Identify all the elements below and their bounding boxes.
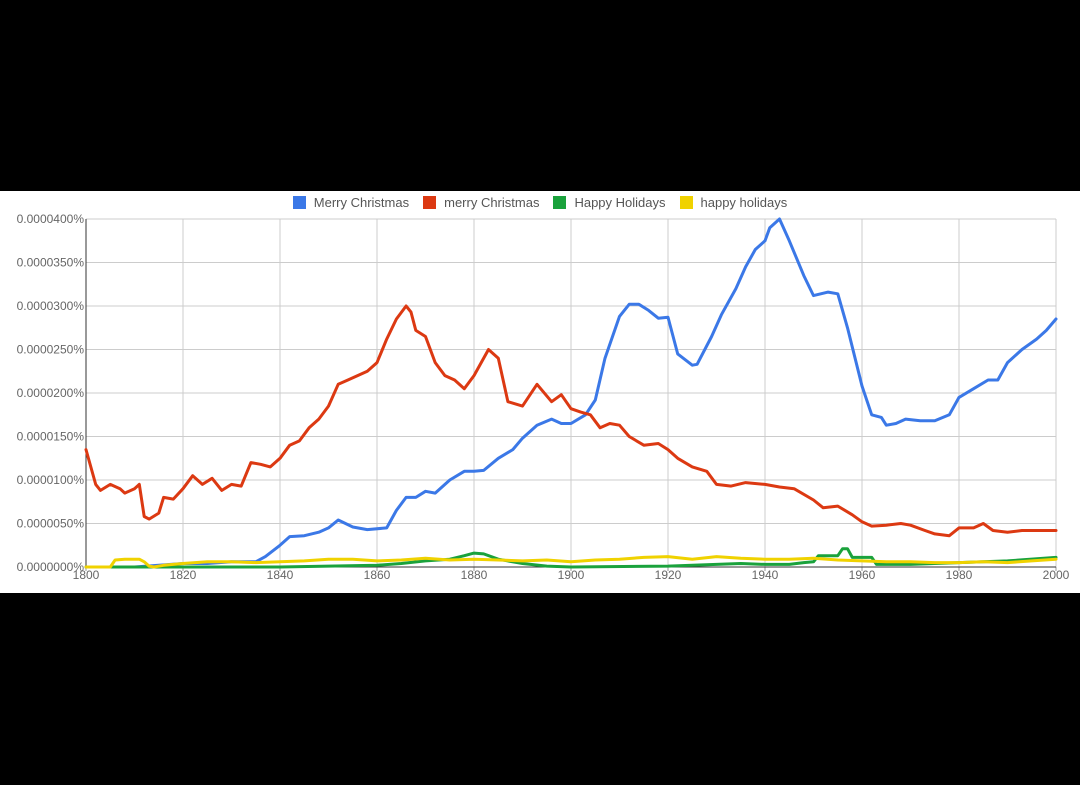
- legend-item-merry-christmas-capital[interactable]: Merry Christmas: [292, 195, 410, 210]
- y-tick-label: 0.0000400%: [17, 212, 85, 226]
- legend-label-merry-christmas-lower: merry Christmas: [444, 195, 540, 210]
- series-lines: [84, 217, 1058, 569]
- chart-legend: Merry Christmas merry Christmas Happy Ho…: [0, 195, 1080, 210]
- grid: [85, 218, 1057, 568]
- chart-panel: Merry Christmas merry Christmas Happy Ho…: [0, 191, 1080, 593]
- y-tick-label: 0.0000100%: [17, 473, 85, 487]
- x-tick-label: 1960: [849, 568, 876, 582]
- legend-swatch-happy-holidays-capital: [553, 196, 567, 209]
- legend-item-happy-holidays-lower[interactable]: happy holidays: [679, 195, 788, 210]
- x-tick-label: 1900: [558, 568, 585, 582]
- x-tick-label: 1800: [73, 568, 100, 582]
- legend-item-merry-christmas-lower[interactable]: merry Christmas: [423, 195, 539, 210]
- legend-item-happy-holidays-capital[interactable]: Happy Holidays: [553, 195, 666, 210]
- x-tick-label: 1980: [946, 568, 973, 582]
- x-tick-label: 1840: [267, 568, 294, 582]
- y-tick-label: 0.0000000%: [17, 560, 85, 574]
- y-tick-label: 0.0000300%: [17, 299, 85, 313]
- legend-label-happy-holidays-capital: Happy Holidays: [574, 195, 666, 210]
- x-tick-label: 1880: [461, 568, 488, 582]
- line-chart: 0.0000000% 0.0000050% 0.0000100% 0.0000150%…: [17, 212, 1070, 582]
- series-line-1: [84, 304, 1058, 538]
- x-tick-label: 1940: [752, 568, 779, 582]
- legend-label-happy-holidays-lower: happy holidays: [700, 195, 788, 210]
- series-line-3: [84, 555, 1058, 569]
- legend-swatch-happy-holidays-lower: [679, 196, 693, 209]
- x-tick-label: 1920: [655, 568, 682, 582]
- series-line-0: [84, 217, 1058, 569]
- legend-swatch-merry-christmas-lower: [423, 196, 437, 209]
- y-tick-label: 0.0000250%: [17, 343, 85, 357]
- y-tick-label: 0.0000350%: [17, 256, 85, 270]
- x-tick-label: 2000: [1043, 568, 1070, 582]
- y-tick-label: 0.0000150%: [17, 430, 85, 444]
- x-tick-label: 1860: [364, 568, 391, 582]
- tick-labels: 0.0000000% 0.0000050% 0.0000100% 0.0000150%…: [17, 212, 1070, 582]
- x-tick-label: 1820: [170, 568, 197, 582]
- y-tick-label: 0.0000050%: [17, 517, 85, 531]
- legend-swatch-merry-christmas-capital: [292, 196, 306, 209]
- legend-label-merry-christmas-capital: Merry Christmas: [313, 195, 410, 210]
- y-tick-label: 0.0000200%: [17, 386, 85, 400]
